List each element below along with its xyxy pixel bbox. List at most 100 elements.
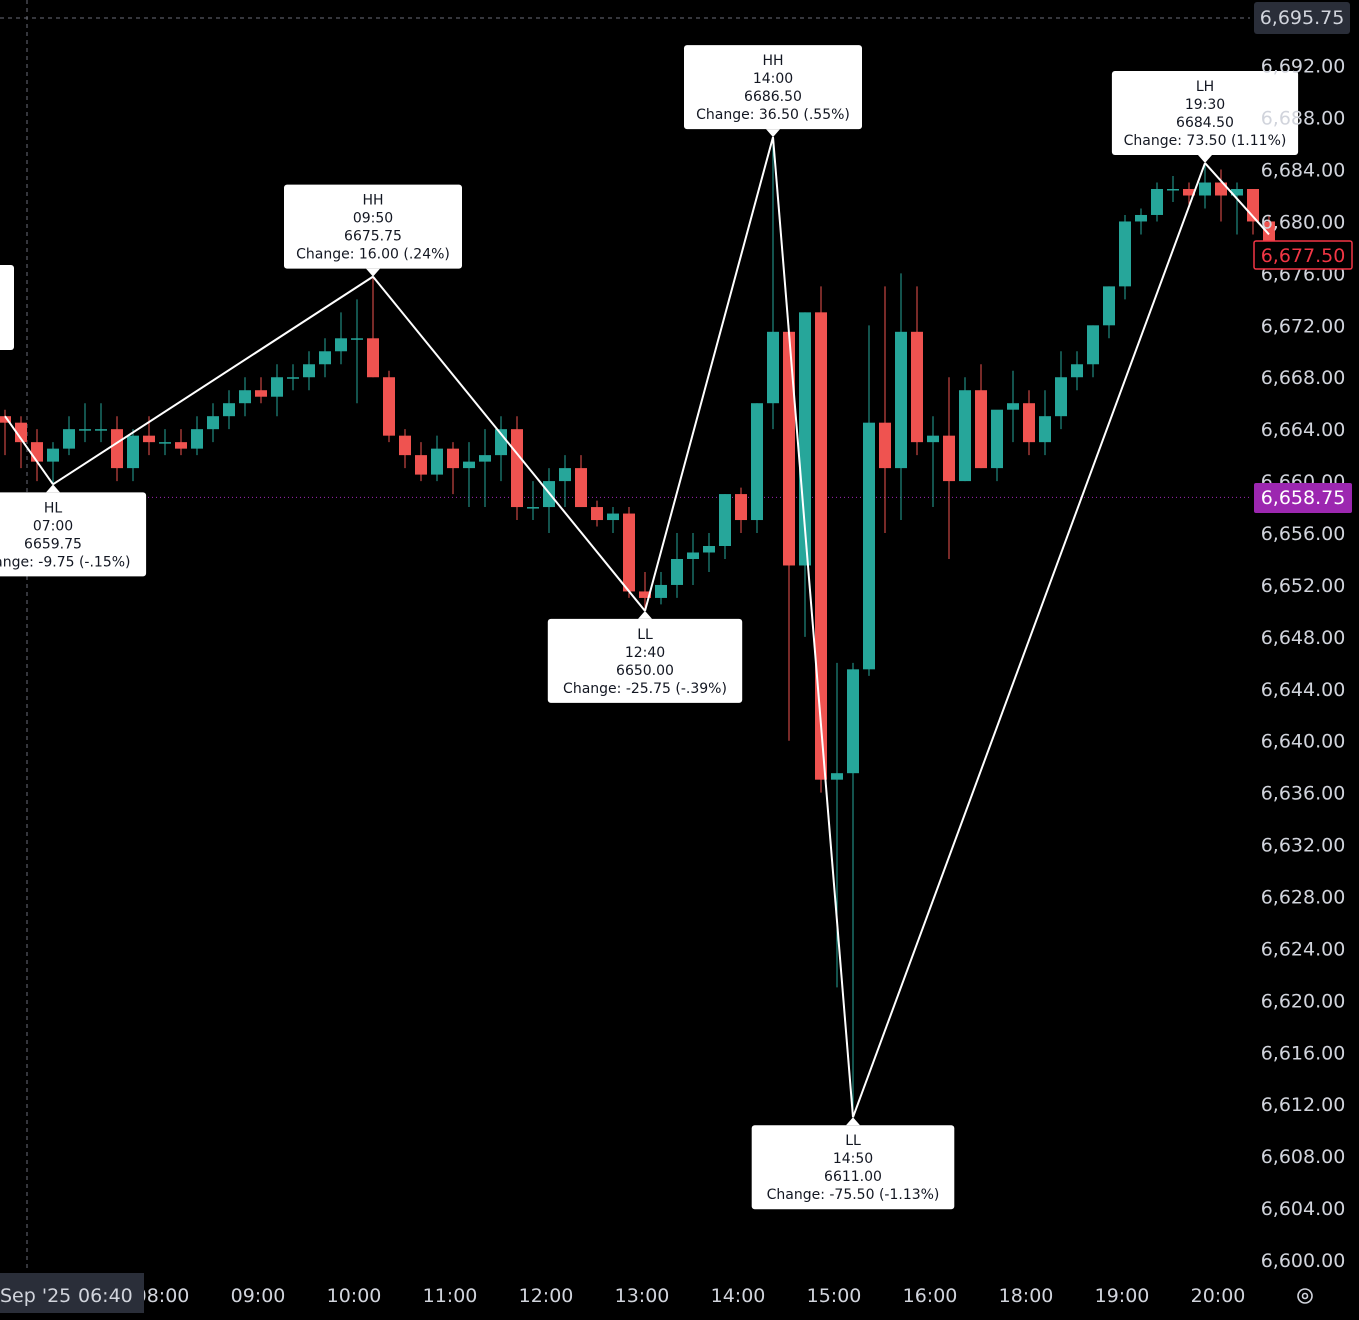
candle: [47, 442, 59, 485]
candle-body-up: [1103, 286, 1115, 326]
candle-body-down: [143, 435, 155, 443]
zigzag-labels: HL 07:00 6659.75 Change: -9.75 (-.15%) HH 09:…: [0, 45, 1299, 1210]
price-tick-label: 6,648.00: [1261, 627, 1346, 649]
candle: [607, 507, 619, 534]
candle: [367, 276, 379, 378]
pivot-type: LL: [637, 627, 653, 643]
candle-body-down: [255, 390, 267, 397]
candle: [671, 533, 683, 598]
zigzag-lines: [4, 136, 1270, 1118]
pivot-time: 19:30: [1185, 97, 1225, 113]
candle-body-up: [527, 507, 539, 509]
candle: [1199, 163, 1211, 209]
candle-body-up: [1135, 214, 1147, 222]
candle-body-up: [1231, 189, 1243, 196]
zigzag-segment: [372, 276, 646, 612]
candles: [0, 137, 1275, 1118]
gear-icon[interactable]: [1297, 1288, 1313, 1304]
candle: [815, 286, 827, 793]
candle-body-down: [735, 494, 747, 521]
pivot-label-box: [284, 184, 462, 269]
price-tick-label: 6,644.00: [1261, 679, 1346, 701]
candle: [895, 273, 907, 521]
candle-body-down: [1215, 182, 1227, 196]
candle: [767, 137, 779, 430]
price-tick-label: 6,672.00: [1261, 315, 1346, 337]
pivot-change: Change: -75.50 (-1.13%): [767, 1187, 940, 1203]
candle-body-up: [287, 377, 299, 379]
candle: [639, 571, 651, 611]
pivot-label-2: LL 12:40 6650.00 Change: -25.75 (-.39%): [547, 610, 743, 703]
price-tick-label: 6,632.00: [1261, 835, 1346, 857]
pivot-change: Change: -9.75 (-.15%): [0, 554, 130, 570]
candle-body-up: [431, 448, 443, 475]
pivot-label-5: LH 19:30 6684.50 Change: 73.50 (1.11%): [1111, 71, 1299, 164]
price-tick-label: 6,680.00: [1261, 211, 1346, 233]
candle: [1135, 208, 1147, 235]
candle: [1039, 390, 1051, 456]
candle: [975, 364, 987, 469]
candle-body-up: [223, 403, 235, 417]
price-tick-label: 6,604.00: [1261, 1198, 1346, 1220]
time-tick-label: 12:00: [519, 1285, 574, 1307]
candle: [271, 364, 283, 417]
candle-body-up: [559, 468, 571, 482]
time-axis[interactable]: 08:00 09:00 10:00 11:00 12:00 13:00 14:00 15:00…: [135, 1285, 1246, 1307]
candle-body-down: [975, 390, 987, 469]
candle: [943, 377, 955, 559]
time-tick-label: 13:00: [615, 1285, 670, 1307]
candle: [1023, 390, 1035, 456]
candle: [1119, 214, 1131, 300]
candle-body-up: [1071, 364, 1083, 378]
candle-body-up: [847, 669, 859, 774]
candle-body-up: [687, 552, 699, 559]
candle: [687, 533, 699, 585]
price-tick-label: 6,688.00: [1261, 108, 1346, 130]
candle: [623, 507, 635, 598]
candle-body-up: [1055, 377, 1067, 417]
candle: [15, 416, 27, 469]
pivot-type: LL: [845, 1133, 861, 1149]
candle-body-up: [47, 448, 59, 462]
candle-body-down: [447, 448, 459, 469]
price-tick-label: 6,684.00: [1261, 160, 1346, 182]
time-tick-label: 11:00: [423, 1285, 478, 1307]
candle-body-down: [111, 429, 123, 469]
crosshair-price-marker-bg: [1254, 483, 1352, 513]
candle-body-up: [991, 409, 1003, 469]
pivot-label-pointer: [1198, 155, 1212, 164]
time-tick-label: 15:00: [807, 1285, 862, 1307]
candle-body-down: [1023, 403, 1035, 443]
pivot-price: 6650.00: [616, 663, 674, 679]
candle: [127, 429, 139, 482]
candle: [479, 429, 491, 508]
candle: [959, 377, 971, 482]
pivot-label-box: [684, 45, 862, 130]
candle-body-up: [1087, 325, 1099, 365]
candle-body-up: [479, 455, 491, 462]
candle-body-up: [63, 429, 75, 449]
candle: [783, 325, 795, 741]
candle: [175, 429, 187, 456]
candle: [351, 299, 363, 404]
pivot-label-box: [547, 618, 743, 703]
candle-body-down: [383, 377, 395, 436]
candle-body-up: [1119, 221, 1131, 287]
candle-body-up: [959, 390, 971, 482]
candle-body-up: [1151, 189, 1163, 215]
candle: [495, 416, 507, 482]
candle-body-down: [15, 422, 27, 443]
candle-body-down: [879, 422, 891, 469]
candle: [591, 500, 603, 527]
candle-body-up: [831, 773, 843, 780]
price-axis[interactable]: 6,600.00 6,604.00 6,608.00 6,612.00 6,616.00…: [1261, 56, 1346, 1272]
time-tick-label: 16:00: [903, 1285, 958, 1307]
candle: [399, 429, 411, 469]
candle-body-up: [607, 513, 619, 521]
candle-body-up: [303, 364, 315, 378]
pivot-change: Change: 36.50 (.55%): [696, 107, 850, 123]
candle: [111, 416, 123, 482]
top-price-marker-bg: [1254, 2, 1350, 34]
pivot-time: 14:00: [753, 71, 793, 87]
